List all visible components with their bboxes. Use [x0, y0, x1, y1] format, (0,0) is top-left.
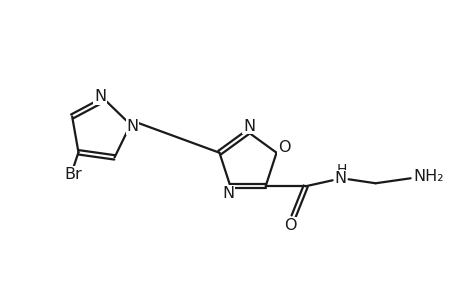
Text: H: H	[336, 163, 346, 177]
Text: N: N	[94, 89, 106, 104]
Text: O: O	[278, 140, 290, 155]
Text: O: O	[284, 218, 296, 233]
Text: N: N	[222, 186, 234, 201]
Text: N: N	[126, 119, 138, 134]
Text: N: N	[242, 118, 254, 134]
Text: NH₂: NH₂	[413, 169, 443, 184]
Text: N: N	[334, 171, 346, 186]
Text: Br: Br	[64, 167, 82, 182]
